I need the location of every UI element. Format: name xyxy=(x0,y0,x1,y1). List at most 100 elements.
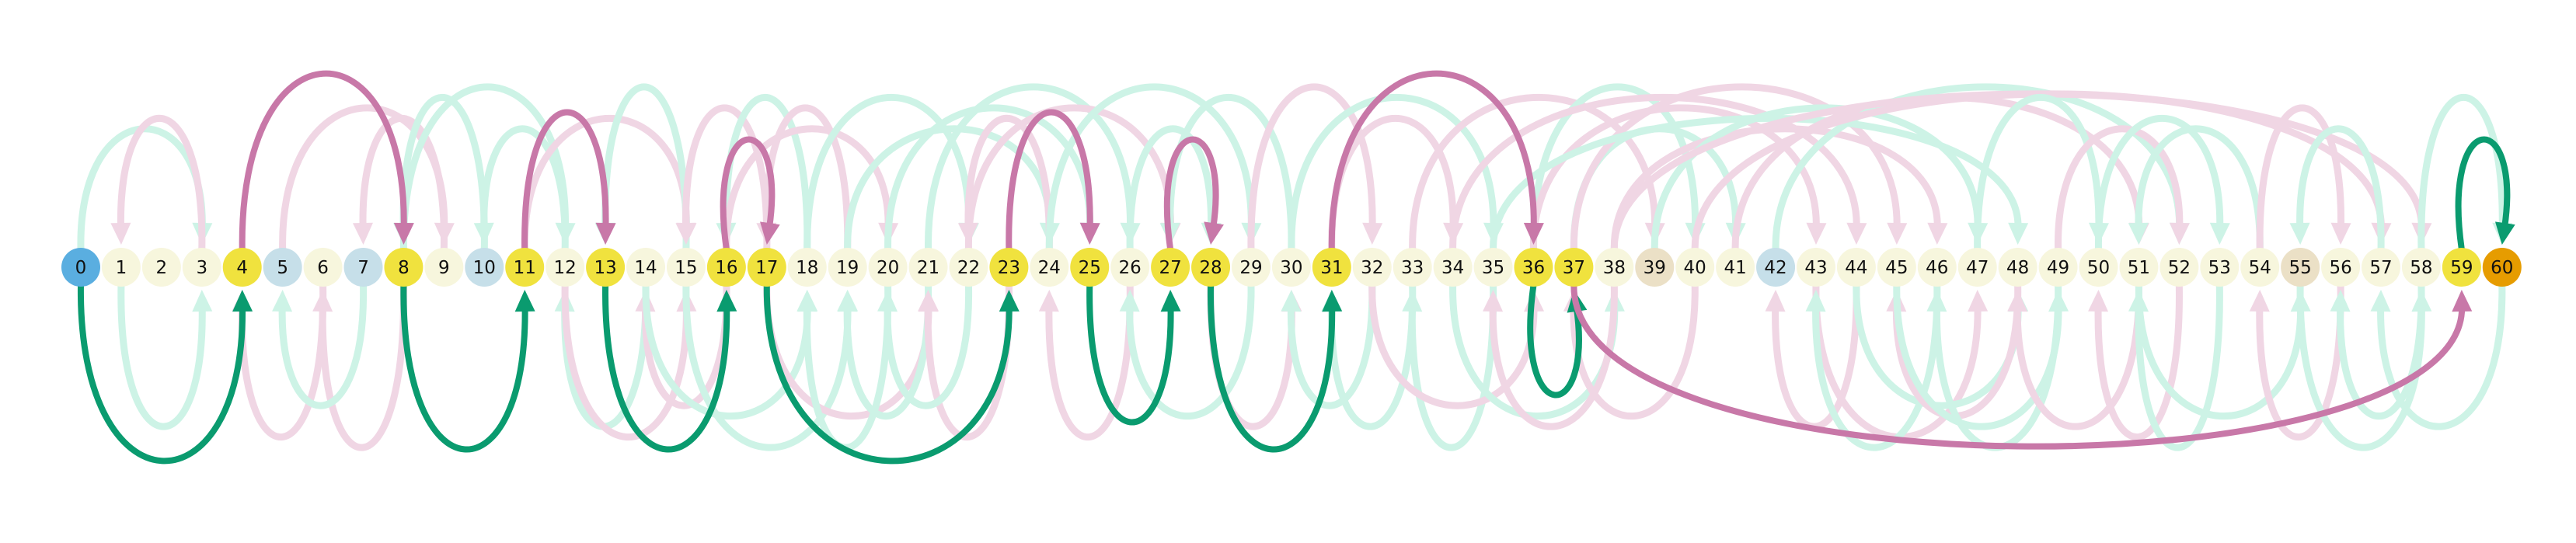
node-circle xyxy=(2159,248,2199,287)
node-55: 55 xyxy=(2281,248,2320,287)
path-edge-8-to-11 xyxy=(400,282,535,453)
faint-edge-32-to-30 xyxy=(1281,281,1376,409)
node-circle xyxy=(1998,248,2037,287)
node-circle xyxy=(626,248,666,287)
node-label: 32 xyxy=(1361,258,1383,278)
node-label: 13 xyxy=(594,258,616,278)
node-label: 48 xyxy=(2006,258,2029,278)
node-circle xyxy=(1433,248,1473,287)
node-circle xyxy=(303,248,343,287)
faint-edge-17-to-15 xyxy=(675,104,771,253)
node-label: 30 xyxy=(1280,258,1302,278)
node-label: 21 xyxy=(917,258,939,278)
path-edge-31-to-36 xyxy=(1328,70,1544,252)
node-circle xyxy=(1756,248,1796,287)
node-46: 46 xyxy=(1917,248,1957,287)
node-29: 29 xyxy=(1231,248,1271,287)
path-edges xyxy=(77,70,2515,465)
node-7: 7 xyxy=(343,248,383,287)
path-edge-0-to-4 xyxy=(77,282,253,465)
node-circle xyxy=(1877,248,1916,287)
node-30: 30 xyxy=(1271,248,1311,287)
node-label: 10 xyxy=(473,258,496,278)
node-27: 27 xyxy=(1151,248,1190,287)
nodes: 0 1 2 3 4 5 6 7 8 9 10 11 12 13 14 15 16 17 18 19 20 21 22 23 24… xyxy=(61,248,2522,287)
node-circle xyxy=(908,248,948,287)
node-label: 38 xyxy=(1603,258,1626,278)
node-circle xyxy=(989,248,1029,287)
faint-edge-47-to-50 xyxy=(1974,94,2109,253)
node-circle xyxy=(1191,248,1231,287)
node-16: 16 xyxy=(706,248,746,287)
node-label: 24 xyxy=(1038,258,1061,278)
faint-edge-29-to-26 xyxy=(1119,281,1255,419)
node-circle xyxy=(1595,248,1634,287)
node-label: 12 xyxy=(554,258,577,278)
node-label: 27 xyxy=(1159,258,1181,278)
node-label: 42 xyxy=(1764,258,1786,278)
node-label: 23 xyxy=(998,258,1020,278)
node-label: 49 xyxy=(2047,258,2069,278)
node-circle xyxy=(706,248,746,287)
node-label: 55 xyxy=(2289,258,2312,278)
node-18: 18 xyxy=(787,248,827,287)
faint-edge-52-to-50 xyxy=(2088,281,2183,441)
path-edge-28-to-31 xyxy=(1208,282,1343,453)
node-54: 54 xyxy=(2240,248,2280,287)
node-circle xyxy=(2281,248,2320,287)
node-label: 60 xyxy=(2491,258,2513,278)
node-label: 43 xyxy=(1804,258,1827,278)
node-label: 46 xyxy=(1926,258,1948,278)
node-17: 17 xyxy=(747,248,786,287)
path-edge-25-to-27 xyxy=(1086,282,1181,426)
node-label: 22 xyxy=(957,258,980,278)
node-label: 58 xyxy=(2410,258,2432,278)
faint-edge-58-to-56 xyxy=(2330,281,2425,420)
node-label: 4 xyxy=(236,258,248,278)
node-label: 9 xyxy=(438,258,450,278)
node-34: 34 xyxy=(1433,248,1473,287)
node-1: 1 xyxy=(101,248,141,287)
node-circle xyxy=(2442,248,2481,287)
node-circle xyxy=(1312,248,1351,287)
node-25: 25 xyxy=(1070,248,1110,287)
node-circle xyxy=(424,248,464,287)
node-label: 33 xyxy=(1401,258,1424,278)
faint-edge-49-to-52 xyxy=(2055,125,2190,253)
node-47: 47 xyxy=(1957,248,1997,287)
node-label: 39 xyxy=(1644,258,1666,278)
node-2: 2 xyxy=(141,248,181,287)
node-33: 33 xyxy=(1393,248,1432,287)
node-label: 37 xyxy=(1563,258,1585,278)
node-circle xyxy=(1473,248,1513,287)
node-56: 56 xyxy=(2321,248,2361,287)
faint-edge-35-to-33 xyxy=(1402,281,1497,451)
node-circle xyxy=(2482,248,2522,287)
node-circle xyxy=(101,248,141,287)
faint-edge-1-to-3 xyxy=(117,281,213,430)
node-label: 7 xyxy=(357,258,369,278)
node-label: 15 xyxy=(675,258,697,278)
faint-edge-50-to-53 xyxy=(2094,115,2230,253)
node-circle xyxy=(1151,248,1190,287)
node-circle xyxy=(949,248,988,287)
node-circle xyxy=(2401,248,2441,287)
faint-edge-54-to-56 xyxy=(2256,104,2351,253)
faint-edge-34-to-44 xyxy=(1449,94,1867,253)
node-circle xyxy=(384,248,424,287)
node-52: 52 xyxy=(2159,248,2199,287)
node-circle xyxy=(1635,248,1675,287)
node-circle xyxy=(263,248,302,287)
node-label: 14 xyxy=(634,258,657,278)
node-circle xyxy=(61,248,100,287)
node-label: 11 xyxy=(514,258,536,278)
node-3: 3 xyxy=(182,248,221,287)
node-5: 5 xyxy=(263,248,302,287)
node-circle xyxy=(1514,248,1553,287)
node-circle xyxy=(787,248,827,287)
node-6: 6 xyxy=(303,248,343,287)
node-4: 4 xyxy=(222,248,262,287)
faint-edge-26-to-24 xyxy=(1038,281,1134,441)
node-label: 19 xyxy=(836,258,859,278)
